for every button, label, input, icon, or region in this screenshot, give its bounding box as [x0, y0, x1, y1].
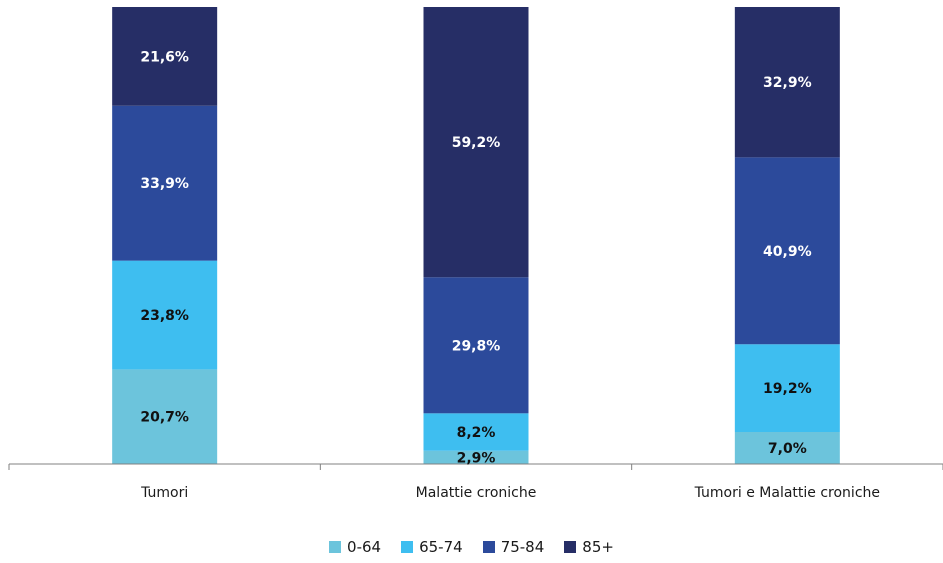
legend-label-3: 85+ — [582, 538, 614, 556]
bar-segment-2-3 — [734, 7, 840, 158]
data-label-1-1: 8,2% — [457, 425, 496, 441]
data-label-1-3: 59,2% — [452, 135, 501, 151]
data-label-1-0: 2,9% — [457, 450, 496, 466]
bar-segment-0-3 — [112, 7, 218, 106]
legend-swatch-0 — [329, 541, 342, 553]
legend-item-0: 0-64 — [329, 538, 381, 556]
legend-label-1: 65-74 — [419, 538, 463, 556]
bar-segment-2-1 — [734, 344, 840, 433]
legend-label-0: 0-64 — [347, 538, 382, 556]
bars-layer — [112, 7, 840, 464]
data-label-2-2: 40,9% — [763, 244, 812, 260]
data-label-0-0: 20,7% — [140, 410, 189, 426]
bar-segment-2-0 — [734, 432, 840, 464]
legend-item-2: 75-84 — [482, 538, 545, 556]
data-label-0-1: 23,8% — [140, 308, 189, 324]
bar-segment-1-2 — [423, 277, 529, 414]
data-label-2-0: 7,0% — [768, 441, 807, 457]
bar-segment-2-2 — [734, 157, 840, 345]
stacked-bar-chart: Tumori Malattie croniche Tumori e Malattie… — [8, 7, 943, 501]
data-label-0-2: 33,9% — [140, 176, 189, 192]
category-label-1: Malattie croniche — [416, 485, 537, 501]
bar-segment-0-2 — [112, 105, 218, 261]
legend-swatch-1 — [401, 541, 414, 553]
legend: 0-64 65-74 75-84 85+ — [0, 538, 943, 556]
data-labels-layer: 20,7% 23,8% 33,9% 21,6% 2,9% 8,2% 29,8% 59,2% 7,… — [140, 49, 811, 466]
data-label-0-3: 21,6% — [140, 49, 189, 65]
data-label-2-1: 19,2% — [763, 381, 812, 397]
legend-swatch-3 — [564, 541, 577, 553]
bar-segment-1-0 — [423, 450, 529, 464]
data-label-1-2: 29,8% — [452, 338, 501, 354]
bar-segment-1-3 — [423, 7, 529, 278]
legend-item-3: 85+ — [564, 538, 614, 556]
bar-segment-0-1 — [112, 260, 218, 370]
category-label-2: Tumori e Malattie croniche — [694, 485, 880, 501]
category-label-0: Tumori — [140, 485, 188, 501]
bar-segment-0-0 — [112, 369, 218, 464]
legend-swatch-2 — [482, 541, 495, 553]
legend-label-2: 75-84 — [500, 538, 545, 556]
x-axis: Tumori Malattie croniche Tumori e Malattie… — [8, 463, 943, 501]
legend-item-1: 65-74 — [401, 538, 463, 556]
bar-segment-1-1 — [423, 413, 529, 451]
data-label-2-3: 32,9% — [763, 75, 812, 91]
